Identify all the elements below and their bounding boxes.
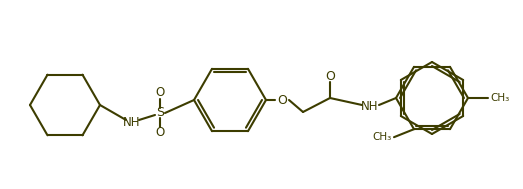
Text: O: O (155, 87, 165, 99)
Text: O: O (277, 94, 287, 106)
Text: O: O (155, 126, 165, 139)
Text: NH: NH (361, 101, 379, 114)
Text: NH: NH (123, 115, 141, 129)
Text: CH₃: CH₃ (373, 132, 392, 142)
Text: O: O (325, 70, 335, 83)
Text: S: S (156, 106, 164, 119)
Text: CH₃: CH₃ (490, 93, 509, 103)
